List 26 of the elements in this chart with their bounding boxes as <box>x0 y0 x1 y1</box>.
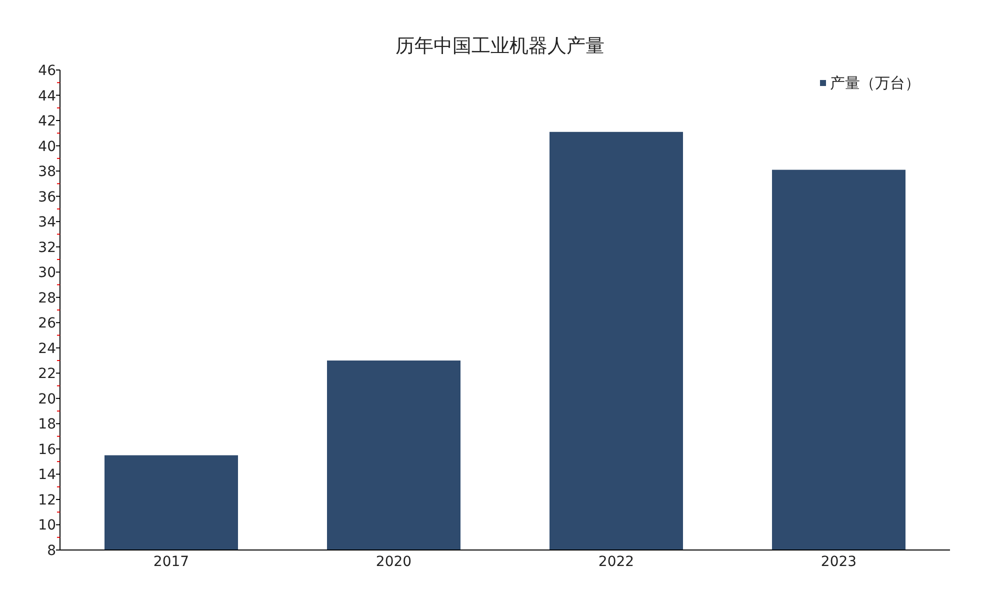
y-tick-label: 24 <box>38 340 56 357</box>
y-tick-label: 38 <box>38 164 56 180</box>
y-tick-label: 16 <box>38 442 56 458</box>
y-tick-label: 34 <box>38 214 56 231</box>
x-tick-label: 2022 <box>598 554 634 570</box>
y-tick-label: 32 <box>38 240 56 256</box>
y-tick-label: 26 <box>38 316 56 332</box>
y-tick-label: 36 <box>38 189 56 206</box>
y-tick-label: 44 <box>38 88 56 104</box>
y-tick-label: 20 <box>38 391 56 408</box>
y-tick-label: 14 <box>38 467 56 484</box>
x-tick-label: 2020 <box>376 554 412 570</box>
y-tick-label: 30 <box>38 265 56 282</box>
y-tick-label: 22 <box>38 366 56 382</box>
y-tick-label: 40 <box>38 138 56 155</box>
y-tick-label: 18 <box>38 416 56 433</box>
y-tick-label: 28 <box>38 290 56 306</box>
y-tick-label: 42 <box>38 114 56 130</box>
legend-label: 产量（万台） <box>830 74 920 92</box>
y-tick-label: 8 <box>47 543 56 559</box>
chart-title: 历年中国工业机器人产量 <box>396 35 604 57</box>
y-tick-label: 46 <box>38 63 56 79</box>
x-tick-label: 2017 <box>153 554 190 570</box>
y-tick-label: 12 <box>38 492 56 508</box>
x-tick-label: 2023 <box>820 554 857 570</box>
y-tick-label: 10 <box>38 518 56 534</box>
